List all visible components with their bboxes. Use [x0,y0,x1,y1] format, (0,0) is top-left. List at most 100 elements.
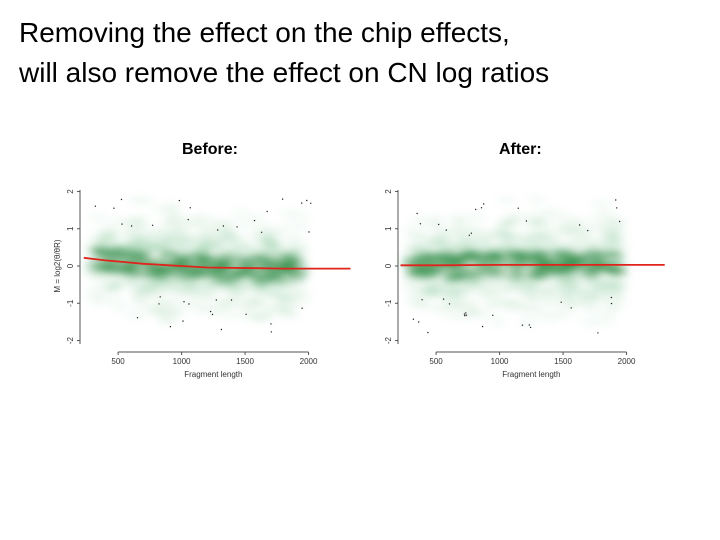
outlier-point [578,224,581,226]
x-tick-label: 1000 [491,357,509,366]
outlier-point [528,324,530,326]
x-axis-label: Fragment length [184,370,242,379]
x-tick-label: 1000 [173,357,191,366]
outlier-point [412,318,415,320]
outlier-point [445,229,447,231]
outlier-point [470,232,472,234]
y-tick-label: 0 [66,263,75,268]
outlier-point [468,234,470,236]
outlier-point [230,299,233,301]
outlier-point [266,210,268,213]
outlier-point [301,307,303,309]
outlier-point [475,208,477,211]
after-chart: -2 -1 0 1 2 500 1000 1500 2000 Fragment length [384,189,665,379]
outlier-point [465,314,468,316]
outlier-point [270,331,272,333]
outlier-point [253,219,256,222]
before-chart: -2 -1 0 1 2 500 1000 1500 2000 Fragment length M =… [53,189,351,379]
before-panel-label: Before: [182,141,239,158]
outlier-point [182,320,184,322]
density-cloud [401,196,630,326]
outlier-point [419,223,422,225]
x-axis-label: Fragment length [502,370,560,379]
outlier-point [616,207,618,209]
outlier-point [130,225,133,227]
outlier-point [245,313,247,315]
outlier-point [517,207,519,209]
y-tick-label: -2 [66,336,75,344]
density-cloud [84,197,312,324]
y-tick-label: 0 [384,263,393,268]
outlier-point [211,313,214,316]
outlier-point [120,198,123,201]
y-axis-label: M = log2(θ/θR) [53,239,62,292]
outlier-point [222,225,225,227]
outlier-point [442,298,445,300]
slide-title-line-1: Removing the effect on the chip effects, [19,17,510,48]
outlier-point [464,315,466,317]
outlier-point [169,326,172,328]
outlier-point [570,307,572,309]
x-tick-label: 1500 [554,357,572,366]
outlier-point [463,313,466,315]
outlier-point [209,310,212,313]
outlier-point [220,328,223,331]
outlier-point [525,220,528,222]
outlier-point [418,321,420,323]
outlier-point [151,224,154,226]
outlier-point [448,303,451,305]
outlier-point [94,205,97,207]
after-panel-label: After: [499,141,542,158]
y-tick-label: 1 [384,226,393,231]
y-tick-label: -1 [384,299,393,307]
outlier-point [310,202,312,204]
outlier-point [483,203,485,205]
outlier-point [188,303,190,305]
outlier-point [270,323,272,325]
outlier-point [521,324,524,326]
outlier-point [178,199,181,202]
outlier-point [610,302,613,305]
outlier-point [136,317,139,319]
outlier-point [427,331,429,334]
outlier-point [492,314,494,316]
y-tick-label: 1 [66,226,75,231]
x-tick-label: 500 [429,357,443,366]
outlier-point [260,231,263,233]
x-tick-label: 2000 [300,357,318,366]
fit-line [83,256,351,270]
outlier-point [587,229,589,232]
y-tick-label: -2 [384,336,393,344]
outlier-point [121,223,123,225]
outlier-point [281,198,284,200]
outlier-point [159,296,161,298]
outlier-point [529,326,532,329]
outlier-point [610,296,613,299]
outlier-point [618,220,621,223]
y-tick-label: -1 [66,299,75,307]
outlier-point [158,303,160,305]
outlier-point [189,207,191,209]
outlier-point [465,312,467,314]
outlier-point [236,226,238,228]
outlier-point [438,223,440,226]
y-tick-label: 2 [384,189,393,194]
x-tick-label: 1500 [236,357,254,366]
outlier-point [301,202,303,204]
x-tick-label: 500 [111,357,125,366]
outlier-point [306,199,308,202]
outlier-point [597,332,599,334]
outlier-point [480,207,483,209]
outlier-point [217,229,219,231]
x-tick-label: 2000 [618,357,636,366]
outlier-point [481,325,484,328]
outlier-point [615,199,617,201]
slide-title-line-2: will also remove the effect on CN log ra… [19,57,550,88]
outlier-point [308,231,310,233]
outlier-point [187,218,189,221]
outlier-point [421,299,423,301]
outlier-point [113,207,115,209]
outlier-point [416,212,418,215]
outlier-point [560,301,562,303]
outlier-point [183,301,185,303]
